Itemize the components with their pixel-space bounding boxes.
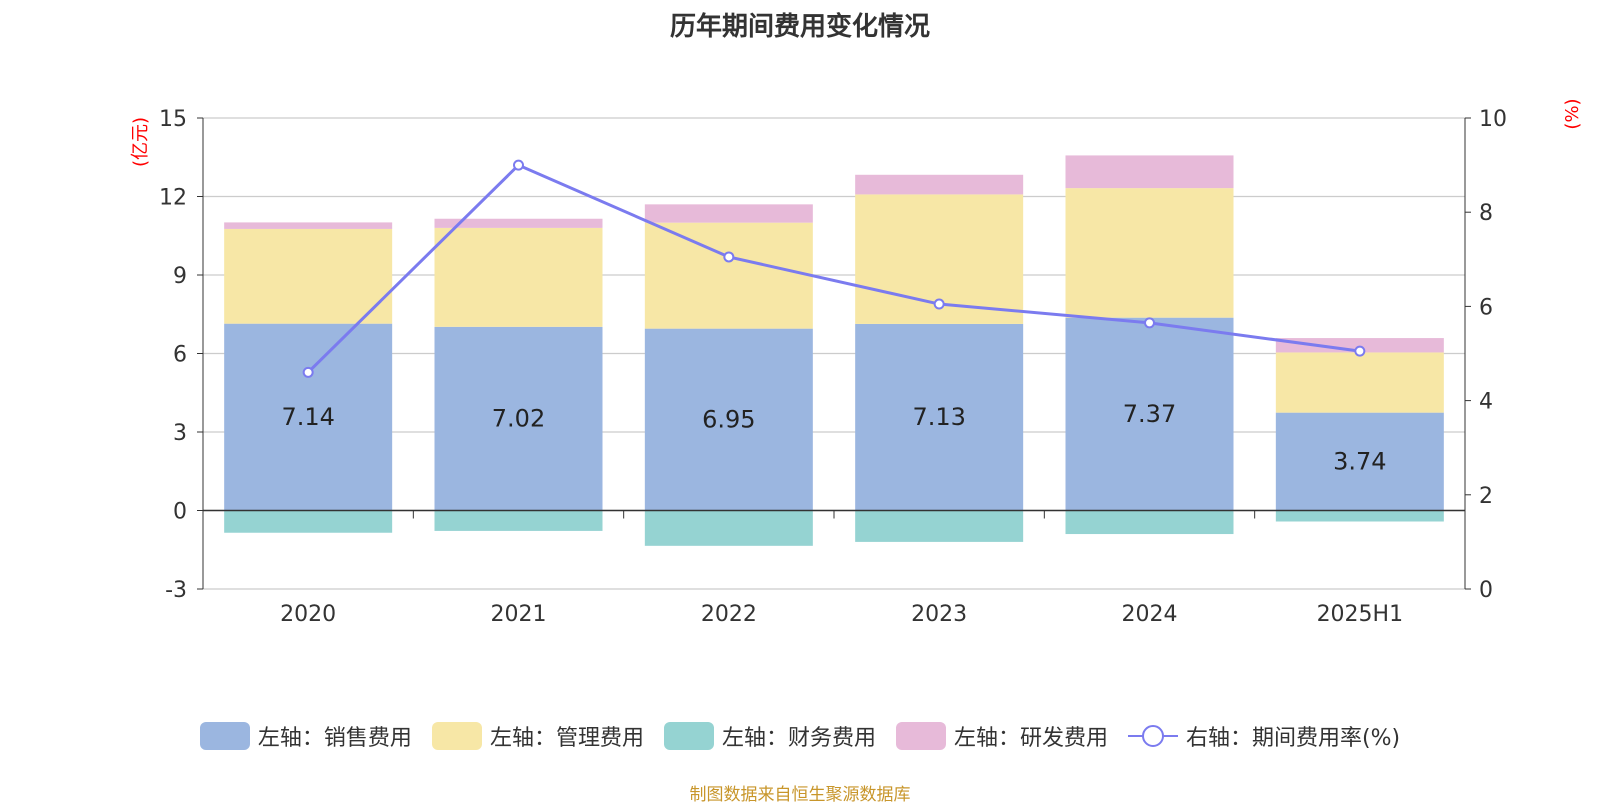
- right-tick-label: 0: [1479, 578, 1493, 603]
- x-tick-label: 2024: [1122, 602, 1178, 627]
- left-tick-label: 3: [173, 421, 187, 446]
- rate-point: [933, 298, 945, 310]
- legend-item-rd[interactable]: 左轴：研发费用: [895, 720, 1108, 752]
- right-tick-label: 8: [1479, 201, 1493, 226]
- legend-swatch-sales: [199, 722, 250, 750]
- bar-sales: [644, 328, 813, 511]
- data-label-sales: 7.02: [492, 405, 545, 433]
- bar-rd: [855, 174, 1024, 195]
- x-tick-label: 2025H1: [1317, 602, 1404, 627]
- right-tick-label: 10: [1479, 107, 1507, 132]
- legend-swatch-finance: [663, 722, 714, 750]
- right-tick-label: 6: [1479, 295, 1493, 320]
- rate-point: [723, 251, 735, 263]
- right-tick-label: 4: [1479, 390, 1493, 415]
- bar-sales: [224, 323, 393, 511]
- legend: 左轴：销售费用 左轴：管理费用 左轴：财务费用 左轴：研发费用 右轴：期间费用率…: [0, 720, 1600, 752]
- bar-rd: [1065, 155, 1234, 189]
- bar-rd: [644, 204, 813, 223]
- left-tick-label: 9: [173, 264, 187, 289]
- bar-admin: [434, 227, 603, 327]
- bar-sales: [855, 323, 1024, 511]
- data-label-sales: 6.95: [702, 406, 755, 434]
- left-tick-label: 6: [173, 343, 187, 368]
- x-tick-label: 2020: [280, 602, 336, 627]
- bar-admin: [224, 228, 393, 324]
- legend-label-finance: 左轴：财务费用: [721, 726, 876, 751]
- left-axis-title: (亿元): [130, 117, 151, 167]
- rate-point: [1354, 345, 1366, 357]
- left-tick-label: 12: [159, 186, 187, 211]
- rate-point: [302, 366, 314, 378]
- bar-sales: [1275, 412, 1444, 511]
- left-tick-label: 15: [159, 107, 187, 132]
- legend-label-admin: 左轴：管理费用: [489, 726, 644, 751]
- bar-rd: [1275, 338, 1444, 353]
- legend-item-sales[interactable]: 左轴：销售费用: [199, 720, 412, 752]
- left-tick-label: 0: [173, 500, 187, 525]
- bar-finance: [224, 510, 393, 533]
- legend-item-admin[interactable]: 左轴：管理费用: [431, 720, 644, 752]
- data-label-sales: 7.14: [281, 403, 334, 431]
- bar-admin: [644, 222, 813, 329]
- x-tick-label: 2023: [911, 602, 967, 627]
- chart-title: 历年期间费用变化情况: [669, 12, 930, 42]
- legend-swatch-rd: [895, 722, 946, 750]
- bar-sales: [434, 326, 603, 511]
- bar-sales: [1065, 317, 1234, 511]
- right-tick-label: 2: [1479, 484, 1493, 509]
- legend-swatch-rate: [1127, 725, 1178, 747]
- bar-finance: [1275, 510, 1444, 522]
- x-tick-label: 2021: [491, 602, 547, 627]
- bar-admin: [1065, 188, 1234, 318]
- bar-finance: [644, 510, 813, 546]
- bar-rd: [434, 218, 603, 228]
- bar-admin: [1275, 352, 1444, 413]
- data-label-sales: 7.37: [1123, 400, 1176, 428]
- chart: -3 0 3 6 9 12 15 0 2 4 6 8 10 (亿元) (%) 7.14 2020 7.02 2021…: [130, 98, 1583, 627]
- rate-point: [1144, 317, 1155, 329]
- bar-finance: [1065, 510, 1234, 535]
- bar-finance: [434, 510, 603, 531]
- source-note: 制图数据来自恒生聚源数据库: [689, 785, 911, 805]
- legend-item-finance[interactable]: 左轴：财务费用: [663, 720, 876, 752]
- legend-item-rate[interactable]: 右轴：期间费用率(%): [1127, 720, 1401, 752]
- legend-swatch-admin: [431, 722, 482, 750]
- legend-label-rate: 右轴：期间费用率(%): [1185, 726, 1401, 751]
- x-tick-label: 2022: [701, 602, 757, 627]
- data-label-sales: 3.74: [1333, 448, 1386, 476]
- bar-finance: [855, 510, 1024, 542]
- bar-rd: [224, 222, 393, 229]
- right-axis-title: (%): [1562, 98, 1583, 129]
- rate-point: [513, 159, 524, 171]
- data-label-sales: 7.13: [912, 403, 965, 431]
- left-tick-label: -3: [165, 578, 187, 603]
- legend-label-sales: 左轴：销售费用: [257, 726, 412, 751]
- legend-label-rd: 左轴：研发费用: [953, 726, 1108, 751]
- rate-line: [307, 163, 1361, 374]
